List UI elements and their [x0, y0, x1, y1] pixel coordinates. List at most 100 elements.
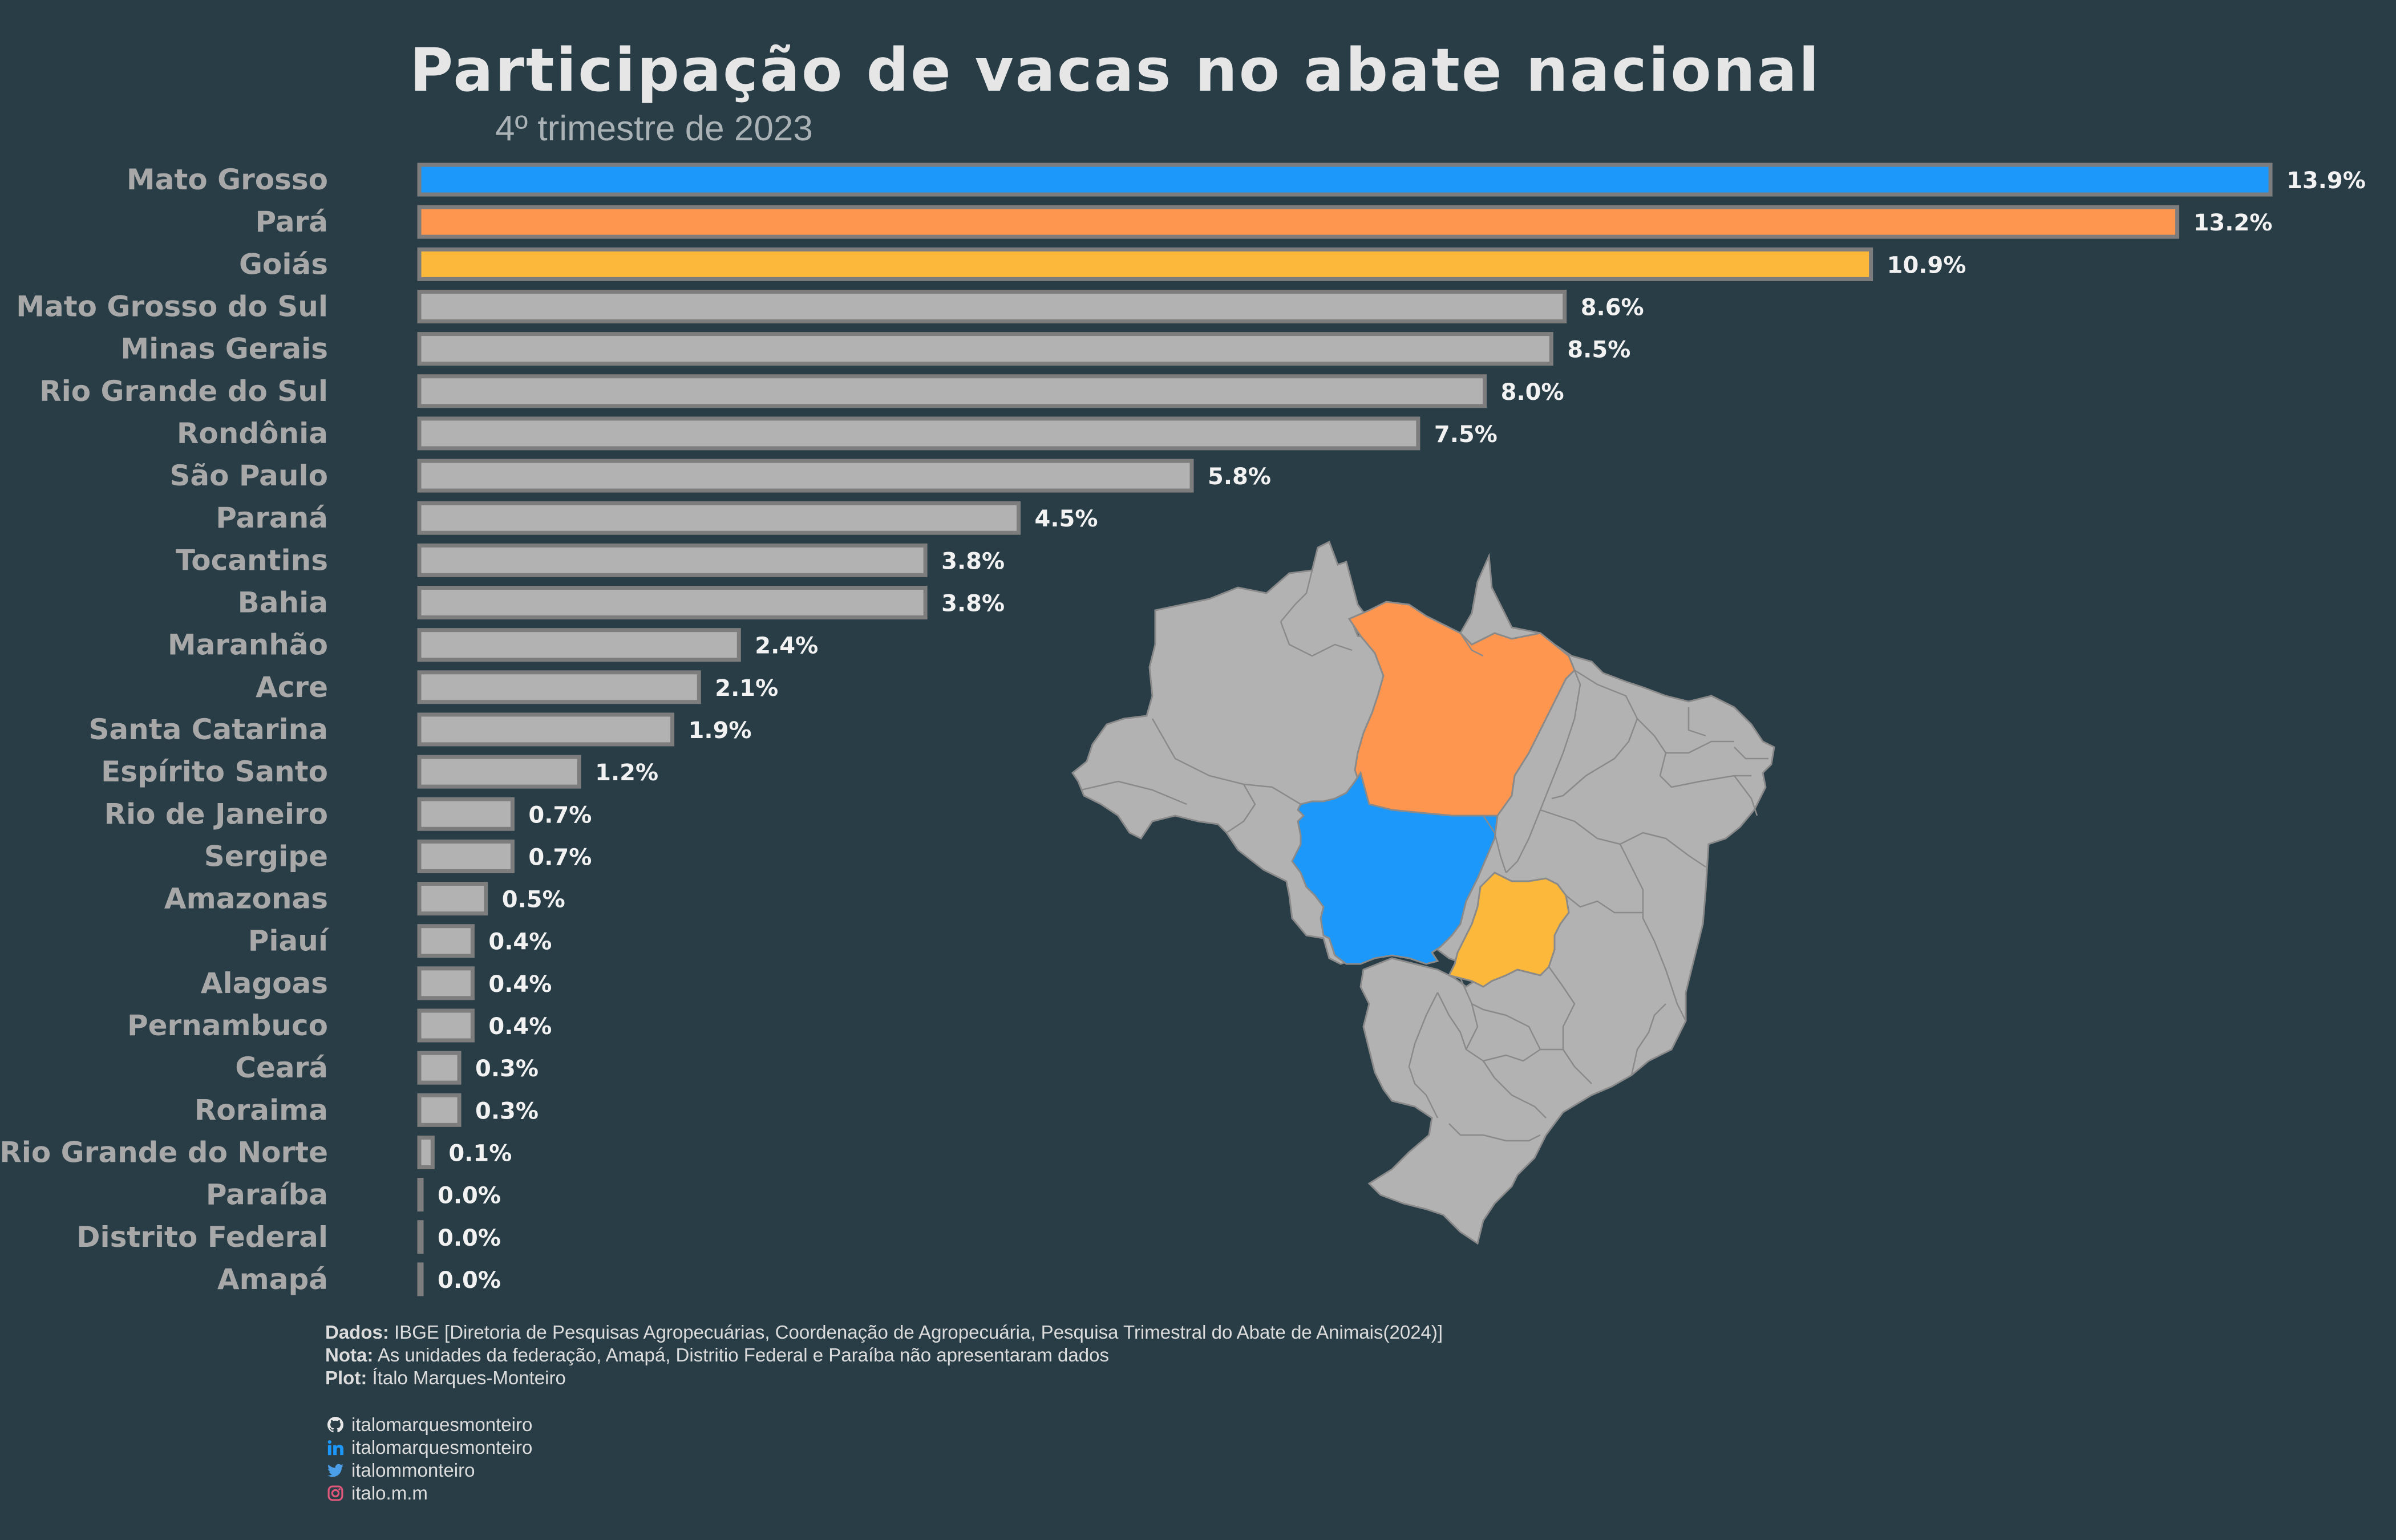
- bar: [417, 163, 2273, 197]
- value-label: 0.0%: [438, 1183, 501, 1209]
- value-label: 0.5%: [502, 887, 565, 913]
- linkedin-handle: italomarquesmonteiro: [351, 1437, 533, 1458]
- category-label: Mato Grosso: [127, 163, 328, 196]
- twitter-handle: italommonteiro: [351, 1460, 475, 1481]
- bar: [417, 924, 475, 958]
- value-label: 2.1%: [715, 675, 778, 702]
- category-label: Tocantins: [176, 544, 328, 577]
- value-label: 0.0%: [438, 1267, 501, 1294]
- bar: [417, 1135, 435, 1169]
- category-label: Espírito Santo: [101, 755, 328, 788]
- map-state-mato-grosso: [1291, 771, 1499, 965]
- source-text: IBGE [Diretoria de Pesquisas Agropecuári…: [394, 1322, 1443, 1343]
- category-label: Pernambuco: [127, 1009, 328, 1042]
- bar: [417, 1178, 424, 1212]
- category-label: Mato Grosso do Sul: [16, 290, 328, 323]
- twitter-link[interactable]: italommonteiro: [327, 1459, 532, 1482]
- category-label: Bahia: [238, 586, 328, 619]
- value-label: 4.5%: [1035, 506, 1098, 532]
- bar: [417, 839, 515, 873]
- value-label: 0.7%: [528, 802, 592, 828]
- value-label: 0.4%: [488, 971, 552, 998]
- bar: [417, 543, 928, 577]
- value-label: 8.0%: [1501, 379, 1564, 406]
- bar: [417, 1262, 424, 1296]
- value-label: 13.2%: [2193, 210, 2273, 236]
- category-label: Pará: [256, 205, 328, 238]
- bar: [417, 670, 701, 704]
- brazil-map: [1071, 540, 1775, 1245]
- bar: [417, 628, 741, 662]
- instagram-handle: italo.m.m: [351, 1482, 428, 1503]
- category-label: Distrito Federal: [76, 1221, 328, 1254]
- source-label: Dados:: [325, 1322, 389, 1343]
- map-state-borders: [1080, 570, 1768, 1142]
- map-state-goias: [1447, 872, 1570, 988]
- bar: [417, 797, 515, 831]
- social-links: italomarquesmonteiro italomarquesmonteir…: [327, 1413, 532, 1505]
- category-label: São Paulo: [169, 459, 328, 492]
- github-handle: italomarquesmonteiro: [351, 1414, 533, 1435]
- bar: [417, 247, 1873, 281]
- plot-label: Plot:: [325, 1367, 367, 1388]
- category-label: Roraima: [195, 1093, 328, 1126]
- category-label: Amazonas: [164, 882, 328, 915]
- value-label: 0.3%: [475, 1056, 539, 1082]
- category-label: Maranhão: [168, 629, 328, 662]
- chart-title: Participação de vacas no abate nacional: [410, 35, 1821, 105]
- category-label: Sergipe: [204, 840, 328, 873]
- bar: [417, 1008, 475, 1043]
- value-label: 1.2%: [595, 760, 658, 786]
- footer-notes: Dados: IBGE [Diretoria de Pesquisas Agro…: [325, 1321, 1443, 1389]
- plot-text: Ítalo Marques-Monteiro: [372, 1367, 566, 1388]
- source-note: Dados: IBGE [Diretoria de Pesquisas Agro…: [325, 1321, 1443, 1344]
- value-label: 13.9%: [2286, 168, 2366, 194]
- category-label: Minas Gerais: [120, 333, 328, 366]
- bar: [417, 332, 1553, 366]
- value-label: 0.4%: [488, 1014, 552, 1040]
- bar: [417, 501, 1021, 535]
- value-label: 1.9%: [689, 718, 752, 744]
- category-label: Piauí: [248, 925, 330, 958]
- category-label: Santa Catarina: [88, 713, 328, 746]
- bar: [417, 712, 675, 747]
- category-label: Rio de Janeiro: [104, 797, 328, 830]
- category-label: Ceará: [235, 1051, 328, 1084]
- bar: [417, 1051, 462, 1085]
- category-label: Rio Grande do Norte: [0, 1136, 328, 1169]
- linkedin-link[interactable]: italomarquesmonteiro: [327, 1436, 532, 1459]
- map-state-para: [1347, 601, 1576, 817]
- category-label: Alagoas: [201, 967, 328, 1000]
- value-label: 0.4%: [488, 929, 552, 955]
- twitter-icon: [327, 1464, 343, 1477]
- value-label: 7.5%: [1434, 422, 1498, 448]
- instagram-icon: [327, 1485, 343, 1501]
- bar: [417, 205, 2180, 239]
- bar: [417, 966, 475, 1000]
- bar: [417, 1093, 462, 1127]
- linkedin-icon: [327, 1440, 343, 1456]
- category-label: Goiás: [239, 248, 328, 281]
- value-label: 8.6%: [1581, 294, 1644, 321]
- github-icon: [327, 1417, 343, 1433]
- bar: [417, 755, 581, 789]
- bar: [417, 289, 1567, 323]
- category-label: Rondônia: [177, 417, 328, 450]
- bar: [417, 459, 1194, 493]
- value-label: 0.1%: [448, 1140, 512, 1166]
- bars-layer: Mato Grosso 13.9% Pará 13.2% Goiás 10.9% Mato …: [0, 163, 2366, 1296]
- category-label: Amapá: [217, 1263, 328, 1296]
- value-label: 8.5%: [1567, 337, 1630, 363]
- value-label: 0.3%: [475, 1098, 539, 1124]
- category-label: Acre: [256, 671, 328, 704]
- bar: [417, 416, 1420, 451]
- github-link[interactable]: italomarquesmonteiro: [327, 1413, 532, 1436]
- value-label: 0.7%: [528, 844, 592, 870]
- category-label: Paraná: [216, 501, 328, 534]
- value-label: 3.8%: [941, 591, 1005, 617]
- value-label: 10.9%: [1887, 252, 1966, 278]
- value-label: 2.4%: [755, 633, 818, 659]
- plot-credit: Plot: Ítalo Marques-Monteiro: [325, 1367, 1443, 1389]
- instagram-link[interactable]: italo.m.m: [327, 1482, 532, 1505]
